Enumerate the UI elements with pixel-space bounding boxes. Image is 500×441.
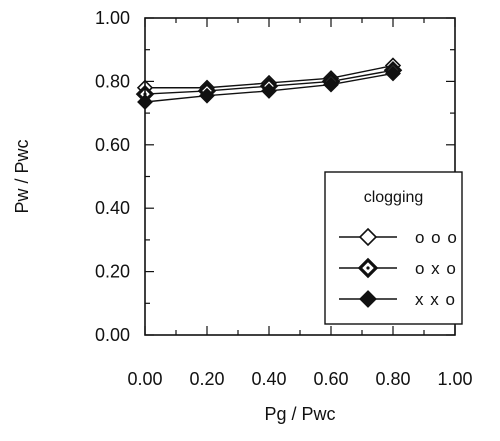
y-tick-label: 0.20 <box>95 262 130 282</box>
legend-marker-1 <box>358 227 378 247</box>
axes-layer: 0.00 0.20 0.40 0.60 0.80 1.00 0.00 0.20 0.40 0.60… <box>95 8 473 389</box>
y-axis-label: Pw / Pwc <box>12 139 32 213</box>
data-point-series-3 <box>323 76 339 93</box>
y-tick-label: 0.40 <box>95 198 130 218</box>
data-point-series-3 <box>385 65 401 82</box>
x-tick-label: 0.00 <box>127 369 162 389</box>
x-tick-label: 1.00 <box>437 369 472 389</box>
legend-label-3: x x o <box>415 290 456 309</box>
legend-title: clogging <box>364 189 424 206</box>
legend-marker-3 <box>359 290 377 308</box>
legend-label-1: o o o <box>415 228 458 247</box>
y-tick-label: 1.00 <box>95 8 130 28</box>
legend-label-2: o x o <box>415 259 457 278</box>
x-tick-label: 0.60 <box>313 369 348 389</box>
data-point-series-3 <box>199 87 215 104</box>
x-tick-label: 0.40 <box>251 369 286 389</box>
legend-marker-2-dot <box>366 266 370 270</box>
x-tick-label: 0.20 <box>189 369 224 389</box>
plot-layer <box>135 57 403 110</box>
legend-layer: clogging o o o o x o x x o <box>324 171 463 325</box>
x-tick-label: 0.80 <box>375 369 410 389</box>
y-tick-label: 0.80 <box>95 71 130 91</box>
y-tick-label: 0.00 <box>95 325 130 345</box>
x-axis-label: Pg / Pwc <box>264 404 335 424</box>
y-tick-label: 0.60 <box>95 135 130 155</box>
data-point-series-3 <box>261 82 277 99</box>
